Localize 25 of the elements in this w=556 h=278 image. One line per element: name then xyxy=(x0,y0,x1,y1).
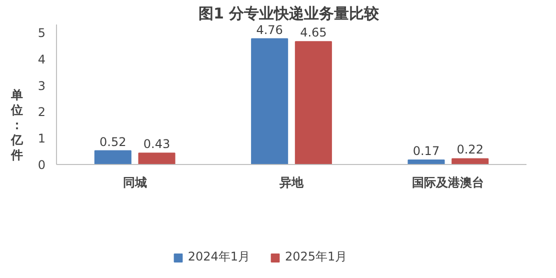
legend-label: 2024年1月 xyxy=(188,248,250,266)
bar xyxy=(138,152,176,164)
data-label: 0.22 xyxy=(456,142,484,157)
y-axis-title: 单位：亿件 xyxy=(11,88,23,163)
legend-label: 2025年1月 xyxy=(285,248,348,266)
data-label: 0.43 xyxy=(143,137,170,152)
bar xyxy=(408,160,445,164)
chart-title: 图1 分专业快递业务量比较 xyxy=(198,4,380,22)
bar xyxy=(251,38,288,164)
y-tick-label: 2 xyxy=(38,105,46,120)
data-label: 4.65 xyxy=(300,26,327,40)
bar xyxy=(94,150,132,164)
data-label: 4.76 xyxy=(256,22,283,37)
bar xyxy=(294,41,332,164)
y-tick-label: 1 xyxy=(38,132,46,146)
y-tick-label: 4 xyxy=(38,52,46,66)
y-tick-label: 3 xyxy=(38,78,46,93)
y-tick-label: 0 xyxy=(38,158,46,172)
data-label: 0.52 xyxy=(100,134,126,149)
x-tick-label: 国际及港澳台 xyxy=(412,176,484,190)
data-label: 0.17 xyxy=(412,144,440,158)
x-tick-label: 同城 xyxy=(122,176,147,190)
x-tick-label: 异地 xyxy=(278,176,304,190)
y-tick-label: 5 xyxy=(38,26,46,40)
bar xyxy=(452,158,489,164)
